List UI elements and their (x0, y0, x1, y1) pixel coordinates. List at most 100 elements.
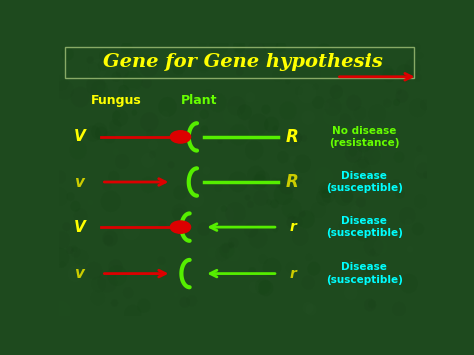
Ellipse shape (365, 261, 376, 273)
Ellipse shape (207, 247, 218, 258)
Ellipse shape (405, 59, 420, 76)
Ellipse shape (137, 299, 151, 313)
Ellipse shape (54, 170, 66, 184)
Ellipse shape (200, 109, 209, 119)
Ellipse shape (228, 242, 234, 248)
Ellipse shape (370, 249, 376, 255)
Ellipse shape (292, 132, 302, 143)
Ellipse shape (66, 246, 73, 254)
Ellipse shape (115, 269, 133, 289)
Ellipse shape (358, 227, 366, 235)
Ellipse shape (140, 112, 158, 131)
Ellipse shape (295, 177, 302, 184)
Ellipse shape (149, 151, 155, 158)
Ellipse shape (71, 201, 81, 212)
Ellipse shape (258, 280, 273, 296)
Ellipse shape (394, 152, 404, 163)
Ellipse shape (235, 45, 246, 56)
Ellipse shape (86, 75, 105, 95)
Ellipse shape (118, 85, 129, 97)
Ellipse shape (249, 281, 260, 293)
Ellipse shape (323, 107, 340, 125)
Ellipse shape (108, 171, 119, 183)
Ellipse shape (360, 119, 370, 130)
Ellipse shape (279, 176, 296, 195)
Ellipse shape (392, 302, 406, 316)
Ellipse shape (193, 109, 207, 124)
Ellipse shape (291, 216, 303, 229)
Ellipse shape (273, 184, 293, 205)
Ellipse shape (312, 96, 324, 109)
Ellipse shape (157, 256, 165, 265)
Ellipse shape (314, 166, 333, 187)
Ellipse shape (71, 245, 77, 252)
Ellipse shape (63, 222, 71, 231)
Ellipse shape (344, 285, 358, 300)
Ellipse shape (258, 223, 268, 234)
Ellipse shape (356, 229, 369, 242)
Ellipse shape (364, 147, 381, 165)
Ellipse shape (87, 199, 93, 205)
Ellipse shape (285, 78, 290, 84)
Text: V: V (73, 130, 85, 144)
Ellipse shape (362, 128, 380, 147)
Ellipse shape (112, 109, 128, 126)
Ellipse shape (273, 226, 278, 232)
Ellipse shape (272, 178, 278, 185)
Ellipse shape (339, 215, 357, 235)
Ellipse shape (261, 105, 271, 114)
Ellipse shape (209, 93, 227, 112)
Ellipse shape (55, 80, 74, 100)
Ellipse shape (316, 190, 331, 206)
Ellipse shape (112, 111, 120, 120)
Ellipse shape (348, 147, 357, 156)
Ellipse shape (161, 111, 169, 120)
Ellipse shape (205, 96, 221, 113)
Ellipse shape (81, 258, 87, 264)
Ellipse shape (364, 299, 376, 311)
Ellipse shape (420, 100, 430, 110)
Ellipse shape (399, 207, 416, 225)
Ellipse shape (87, 56, 94, 64)
Ellipse shape (330, 85, 343, 99)
Ellipse shape (301, 135, 307, 142)
Ellipse shape (153, 295, 167, 310)
Ellipse shape (70, 141, 87, 160)
Ellipse shape (255, 278, 271, 295)
Ellipse shape (96, 84, 104, 93)
Ellipse shape (248, 267, 256, 275)
Ellipse shape (201, 125, 208, 133)
Ellipse shape (139, 56, 159, 77)
Text: Disease
(susceptible): Disease (susceptible) (326, 216, 402, 238)
Ellipse shape (301, 110, 315, 125)
Ellipse shape (252, 174, 267, 190)
Ellipse shape (273, 126, 278, 131)
Ellipse shape (227, 247, 240, 262)
Ellipse shape (210, 35, 228, 55)
Ellipse shape (173, 185, 187, 200)
Text: No disease
(resistance): No disease (resistance) (329, 126, 400, 148)
Ellipse shape (91, 80, 108, 98)
Ellipse shape (298, 83, 317, 103)
Ellipse shape (380, 65, 393, 79)
Ellipse shape (170, 131, 191, 143)
Ellipse shape (116, 66, 128, 79)
Ellipse shape (233, 40, 246, 53)
Ellipse shape (410, 42, 420, 52)
Ellipse shape (132, 110, 137, 116)
Ellipse shape (399, 184, 407, 192)
Ellipse shape (123, 287, 133, 298)
Ellipse shape (104, 131, 116, 144)
Ellipse shape (341, 190, 354, 203)
Ellipse shape (109, 119, 121, 132)
Ellipse shape (101, 191, 121, 212)
Ellipse shape (140, 176, 156, 193)
Ellipse shape (254, 171, 270, 187)
Ellipse shape (85, 125, 100, 142)
Ellipse shape (321, 186, 328, 194)
Text: Plant: Plant (181, 93, 217, 106)
Ellipse shape (416, 163, 431, 179)
Ellipse shape (345, 259, 365, 280)
Ellipse shape (221, 205, 227, 212)
Ellipse shape (373, 267, 378, 273)
